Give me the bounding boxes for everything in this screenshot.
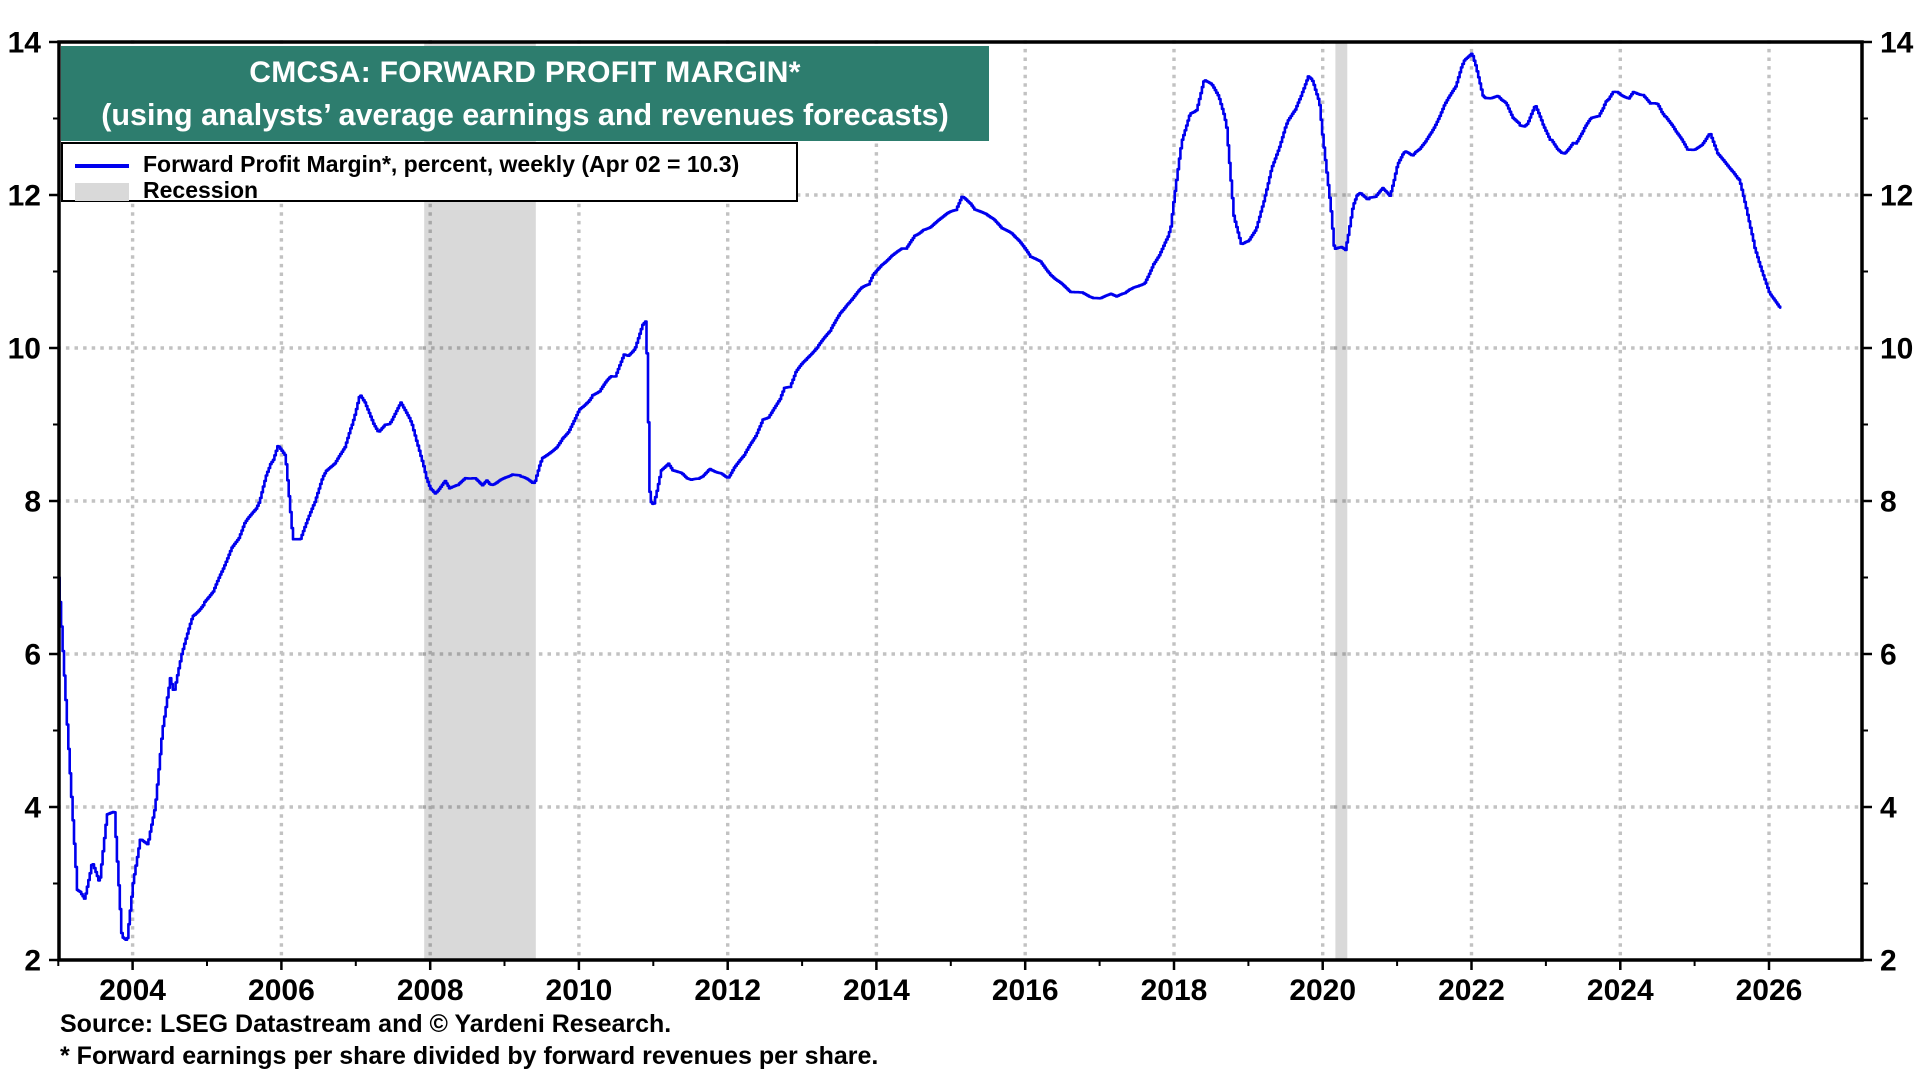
svg-text:10: 10 xyxy=(8,333,41,366)
svg-text:10: 10 xyxy=(1880,333,1913,366)
svg-text:2016: 2016 xyxy=(992,974,1059,1007)
svg-text:2026: 2026 xyxy=(1736,974,1803,1007)
svg-text:6: 6 xyxy=(1880,639,1897,672)
svg-text:2004: 2004 xyxy=(99,974,166,1007)
svg-text:2: 2 xyxy=(24,945,41,978)
svg-text:4: 4 xyxy=(1880,792,1897,825)
svg-text:4: 4 xyxy=(24,792,41,825)
svg-text:2018: 2018 xyxy=(1141,974,1208,1007)
svg-text:2006: 2006 xyxy=(248,974,315,1007)
svg-text:12: 12 xyxy=(8,180,41,213)
svg-text:6: 6 xyxy=(24,639,41,672)
svg-text:8: 8 xyxy=(1880,486,1897,519)
svg-text:2014: 2014 xyxy=(843,974,910,1007)
svg-text:2012: 2012 xyxy=(694,974,761,1007)
svg-text:2020: 2020 xyxy=(1289,974,1356,1007)
svg-text:14: 14 xyxy=(1880,27,1914,60)
svg-text:2010: 2010 xyxy=(546,974,613,1007)
svg-text:12: 12 xyxy=(1880,180,1913,213)
svg-text:2024: 2024 xyxy=(1587,974,1654,1007)
svg-text:2: 2 xyxy=(1880,945,1897,978)
svg-text:2008: 2008 xyxy=(397,974,464,1007)
svg-text:14: 14 xyxy=(8,27,42,60)
svg-text:2022: 2022 xyxy=(1438,974,1505,1007)
svg-text:8: 8 xyxy=(24,486,41,519)
